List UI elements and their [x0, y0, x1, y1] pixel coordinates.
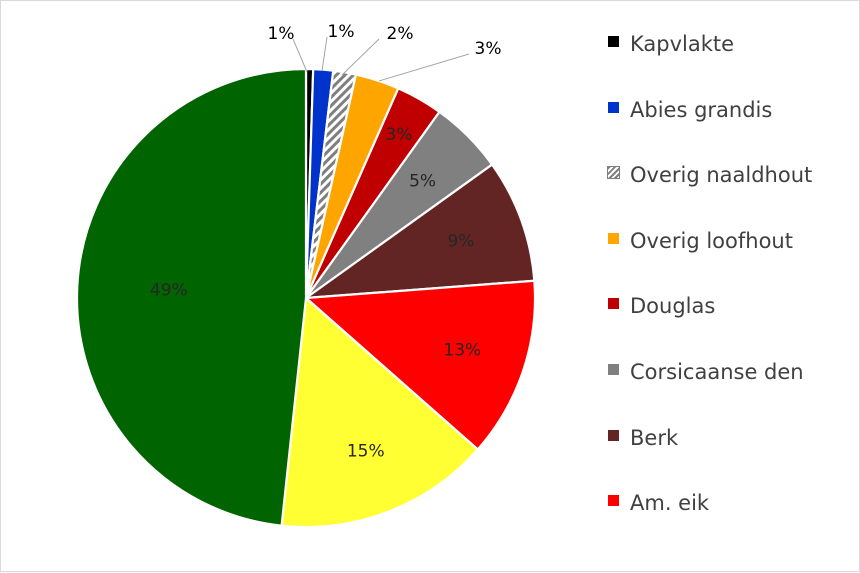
data-label-overig-loofhout: 3% — [475, 39, 502, 59]
leader-lines — [292, 36, 470, 82]
data-label-douglas: 3% — [386, 125, 413, 145]
data-label-abies-grandis: 1% — [328, 22, 355, 42]
legend-label: Abies grandis — [630, 98, 773, 122]
legend-label: Overig loofhout — [630, 229, 793, 253]
pie-slices — [75, 67, 537, 529]
data-label-am-eik: 13% — [443, 340, 481, 360]
legend-item-kapvlakte: Kapvlakte — [608, 27, 840, 61]
legend-swatch — [608, 430, 619, 441]
legend-label: Douglas — [630, 294, 716, 318]
legend-label: Overig naaldhout — [630, 163, 813, 187]
legend-swatch — [608, 233, 619, 244]
leader-line — [292, 38, 308, 73]
pie-slice-series-8 — [280, 295, 480, 529]
leader-line — [378, 53, 470, 82]
legend-swatch — [608, 102, 619, 113]
legend-swatch — [608, 495, 619, 506]
data-label-corsicaanse-den: 5% — [409, 171, 436, 191]
data-label-overig-naaldhout: 2% — [387, 24, 414, 44]
data-label-series-9: 49% — [150, 281, 188, 301]
pie-slice-series-9 — [75, 67, 308, 527]
data-labels: 1% 1% 2% 3% 3% 5% 9% 13% 15% 49% — [150, 22, 502, 462]
data-label-kapvlakte: 1% — [268, 24, 295, 44]
legend-swatch — [608, 36, 619, 47]
legend-item-am-eik: Am. eik — [608, 486, 840, 520]
legend-swatch — [608, 364, 619, 375]
legend-item-berk: Berk — [608, 421, 840, 455]
legend-item-abies-grandis: Abies grandis — [608, 93, 840, 127]
pie-slice-berk — [302, 163, 536, 300]
data-label-series-8: 15% — [347, 442, 385, 462]
legend-label: Berk — [630, 426, 679, 450]
data-label-berk: 9% — [447, 232, 474, 252]
legend-swatch — [607, 166, 620, 179]
legend-label: Am. eik — [630, 491, 710, 515]
legend-label: Corsicaanse den — [630, 360, 804, 384]
legend-item-overig-loofhout: Overig loofhout — [608, 224, 840, 258]
legend-item-douglas: Douglas — [608, 289, 840, 323]
leader-line — [341, 38, 380, 76]
legend-item-corsicaanse-den: Corsicaanse den — [608, 355, 840, 389]
legend-swatch — [608, 298, 619, 309]
legend-item-overig-naaldhout: Overig naaldhout — [607, 158, 840, 192]
pie-slice-am-eik — [303, 279, 537, 451]
leader-line — [321, 36, 328, 72]
legend-label: Kapvlakte — [630, 32, 735, 56]
